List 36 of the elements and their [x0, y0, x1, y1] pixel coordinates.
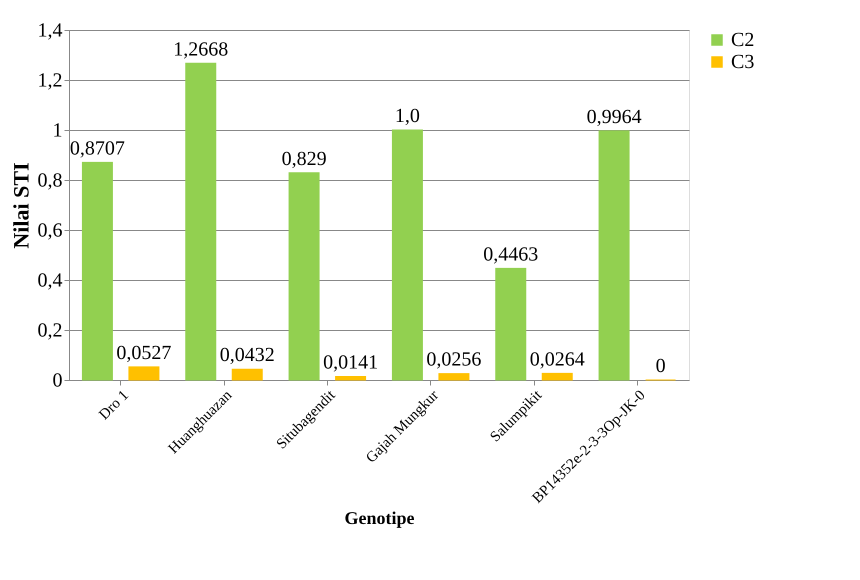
y-tick-label: 1: [52, 120, 62, 142]
bar: [185, 62, 216, 380]
data-label: 0,8707: [70, 137, 125, 160]
y-tick-label: 0,4: [38, 270, 62, 292]
data-label: 0,0264: [530, 348, 585, 370]
bar: [542, 372, 573, 380]
legend-label: C3: [731, 51, 754, 73]
y-tick-label: 1,2: [38, 70, 62, 92]
bar: [128, 366, 160, 380]
data-label: 0: [656, 355, 666, 377]
bar: [335, 376, 366, 380]
bar: [392, 130, 423, 380]
y-tick-label: 0,6: [38, 220, 62, 242]
data-label: 0,0432: [220, 344, 275, 366]
bar: [288, 172, 320, 380]
bar: [438, 373, 470, 380]
bar: [82, 162, 113, 380]
y-tick-label: 0: [52, 370, 62, 392]
data-label: 1,0: [394, 105, 420, 127]
data-label: 0,9964: [586, 106, 642, 128]
y-axis-title: Nilai STI: [8, 162, 34, 249]
data-label: 0,829: [282, 148, 327, 170]
data-label: 0,4463: [483, 243, 538, 266]
x-tick-label: Dro 1: [96, 388, 132, 424]
bar: [495, 268, 526, 380]
y-tick-label: 0,2: [38, 320, 62, 342]
bar: [598, 130, 630, 380]
data-label: 1,2668: [173, 38, 228, 60]
y-tick-label: 0,8: [38, 170, 62, 192]
y-tick-label: 1,4: [38, 20, 62, 42]
data-label: 0,0527: [116, 342, 172, 364]
data-label: 0,0141: [323, 351, 378, 374]
data-label: 0,0256: [426, 348, 482, 371]
legend-label: C2: [731, 29, 754, 51]
x-axis-title: Genotipe: [344, 508, 415, 528]
bar: [232, 368, 263, 380]
